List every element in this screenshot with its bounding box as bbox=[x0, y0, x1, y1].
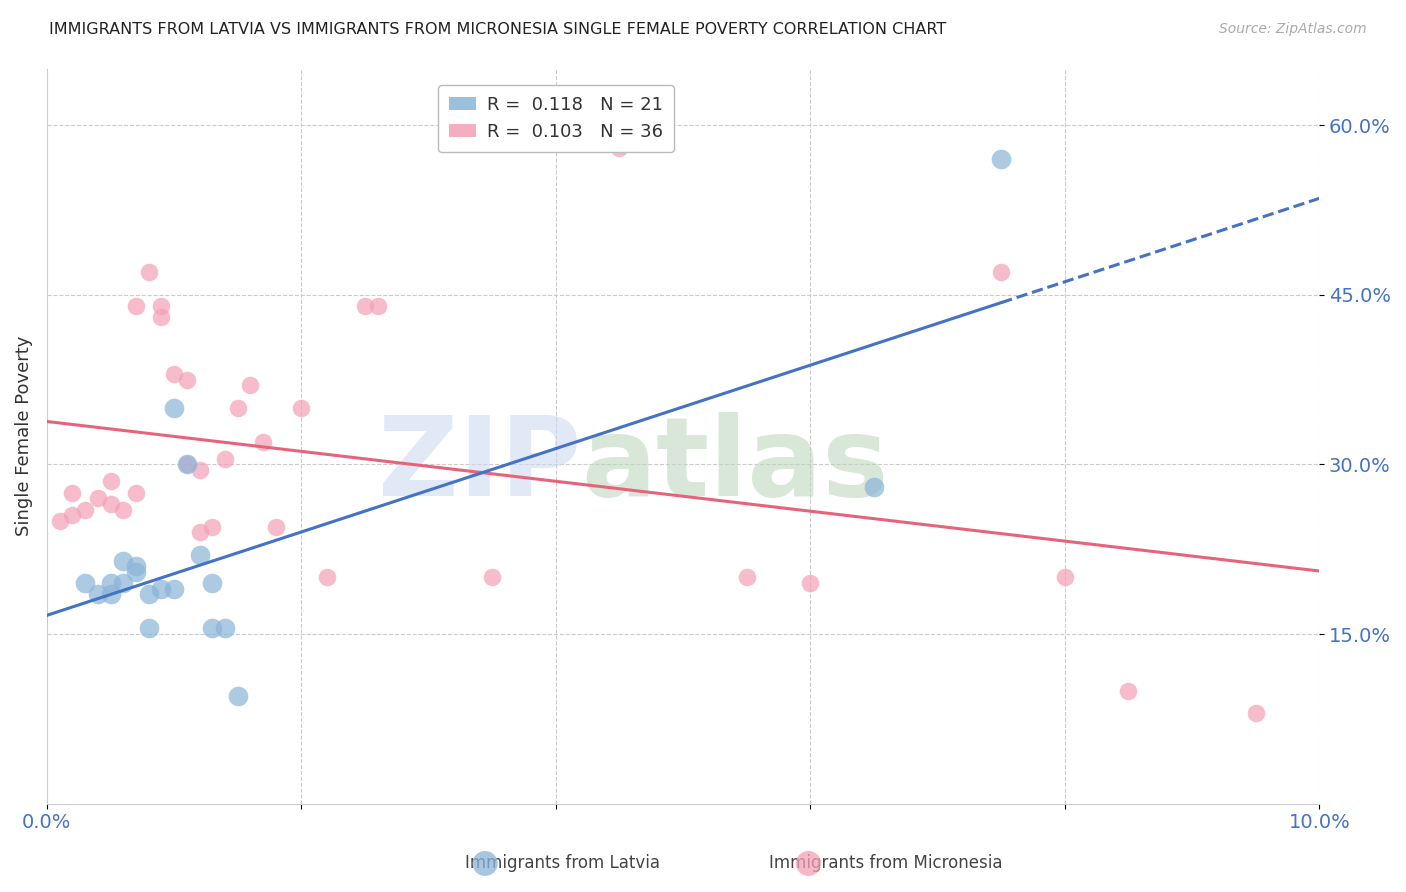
Point bbox=[354, 299, 377, 313]
Point bbox=[863, 480, 886, 494]
Point bbox=[150, 582, 173, 596]
Point bbox=[1244, 706, 1267, 721]
Point bbox=[214, 621, 236, 635]
Point bbox=[60, 508, 83, 523]
Point bbox=[315, 570, 337, 584]
Point bbox=[138, 265, 160, 279]
Point bbox=[60, 485, 83, 500]
Point bbox=[188, 548, 211, 562]
Point bbox=[481, 570, 503, 584]
Point bbox=[990, 265, 1012, 279]
Point bbox=[100, 475, 122, 489]
Point bbox=[990, 152, 1012, 166]
Point bbox=[112, 553, 135, 567]
Point bbox=[138, 587, 160, 601]
Point bbox=[1053, 570, 1076, 584]
Point bbox=[48, 514, 70, 528]
Text: atlas: atlas bbox=[581, 412, 889, 519]
Point bbox=[138, 621, 160, 635]
Point bbox=[188, 525, 211, 540]
Point bbox=[73, 502, 96, 516]
Point bbox=[1118, 683, 1140, 698]
Point bbox=[100, 587, 122, 601]
Point bbox=[125, 485, 148, 500]
Point bbox=[176, 458, 198, 472]
Text: ZIP: ZIP bbox=[378, 412, 581, 519]
Point bbox=[201, 576, 224, 591]
Point bbox=[163, 401, 186, 415]
Text: Immigrants from Latvia: Immigrants from Latvia bbox=[465, 855, 659, 872]
Point bbox=[73, 576, 96, 591]
Point bbox=[252, 434, 274, 449]
Point bbox=[125, 565, 148, 579]
Point bbox=[125, 559, 148, 574]
Point bbox=[609, 141, 631, 155]
Point bbox=[87, 587, 110, 601]
Point bbox=[100, 576, 122, 591]
Point bbox=[214, 451, 236, 466]
Point bbox=[264, 519, 287, 533]
Point bbox=[226, 690, 249, 704]
Point bbox=[112, 576, 135, 591]
Point bbox=[87, 491, 110, 506]
Legend: R =  0.118   N = 21, R =  0.103   N = 36: R = 0.118 N = 21, R = 0.103 N = 36 bbox=[439, 85, 673, 152]
Y-axis label: Single Female Poverty: Single Female Poverty bbox=[15, 336, 32, 536]
Text: Source: ZipAtlas.com: Source: ZipAtlas.com bbox=[1219, 22, 1367, 37]
Point bbox=[163, 582, 186, 596]
Point bbox=[367, 299, 389, 313]
Point bbox=[239, 378, 262, 392]
Text: IMMIGRANTS FROM LATVIA VS IMMIGRANTS FROM MICRONESIA SINGLE FEMALE POVERTY CORRE: IMMIGRANTS FROM LATVIA VS IMMIGRANTS FRO… bbox=[49, 22, 946, 37]
Point bbox=[176, 373, 198, 387]
Point bbox=[100, 497, 122, 511]
Point bbox=[150, 299, 173, 313]
Point bbox=[163, 367, 186, 381]
Point bbox=[799, 576, 821, 591]
Point bbox=[188, 463, 211, 477]
Point bbox=[201, 519, 224, 533]
Point bbox=[226, 401, 249, 415]
Point bbox=[150, 310, 173, 325]
Point bbox=[112, 502, 135, 516]
Point bbox=[201, 621, 224, 635]
Point bbox=[290, 401, 312, 415]
Point bbox=[176, 458, 198, 472]
Text: Immigrants from Micronesia: Immigrants from Micronesia bbox=[769, 855, 1002, 872]
Point bbox=[735, 570, 758, 584]
Point bbox=[125, 299, 148, 313]
